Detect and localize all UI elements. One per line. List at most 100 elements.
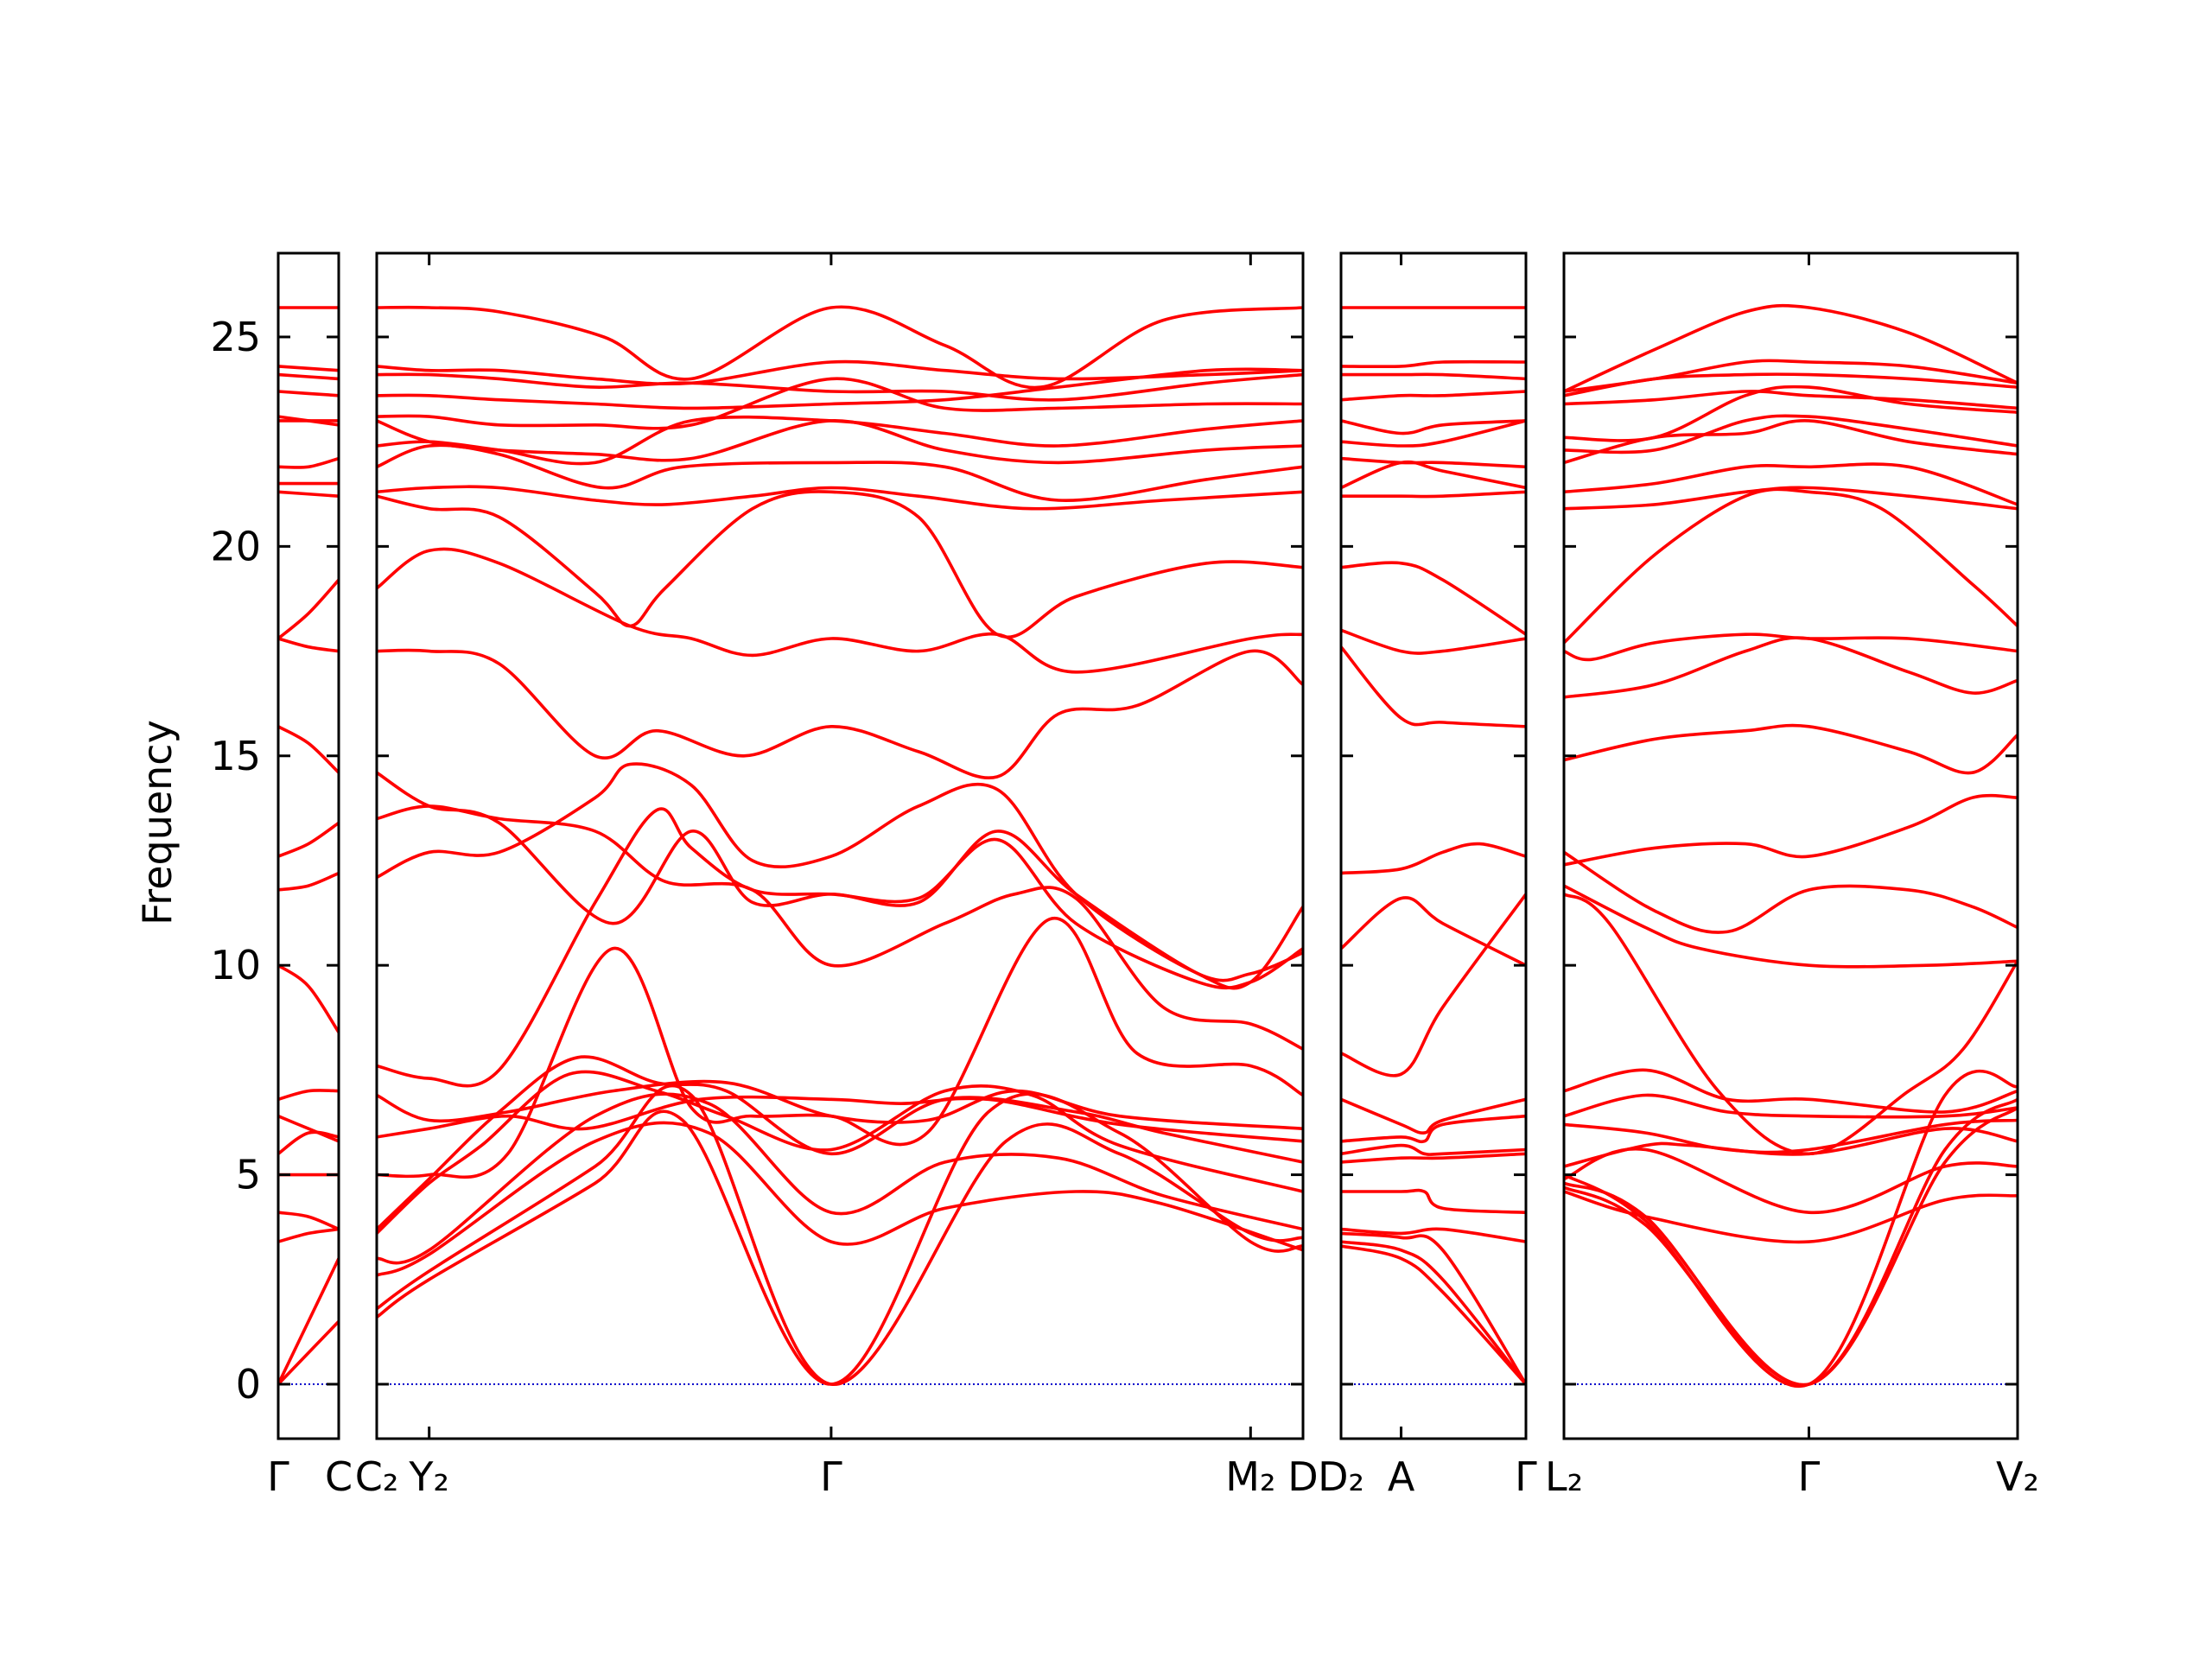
phonon-band-line	[1341, 842, 1526, 875]
panel-frame	[276, 251, 340, 1440]
phonon-band-line	[377, 807, 1303, 1088]
phonon-band-line	[278, 871, 339, 892]
phonon-band-line	[1564, 359, 2018, 393]
phonon-band-line	[1341, 372, 1526, 381]
phonon-band-line	[278, 1211, 339, 1231]
phonon-band-line	[1341, 419, 1526, 435]
phonon-band-line	[278, 578, 339, 640]
phonon-band-line	[377, 1095, 1303, 1143]
phonon-band-line	[1341, 1231, 1526, 1386]
high-symmetry-point-label: Y₂	[408, 1453, 449, 1500]
high-symmetry-point-label: Γ	[267, 1453, 289, 1500]
phonon-band-line	[1341, 1152, 1526, 1164]
phonon-band-line	[278, 637, 339, 653]
phonon-band-line	[278, 963, 339, 1034]
high-symmetry-point-label: C	[325, 1453, 353, 1500]
phonon-band-line	[1341, 1097, 1526, 1135]
phonon-band-line	[1341, 490, 1526, 499]
band-panel: C₂ Y₂ Γ M₂ D	[355, 251, 1319, 1500]
y-axis: 0 5 10 15 20 25	[210, 314, 261, 1408]
phonon-band-line	[1564, 462, 2018, 506]
phonon-band-line	[377, 1121, 1303, 1277]
phonon-band-line	[278, 1319, 339, 1386]
phonon-band-line	[1341, 390, 1526, 402]
phonon-band-line	[377, 804, 1303, 1051]
band-panels: Γ C C₂ Y₂ Γ M₂ D D₂ A Γ L₂ Γ V₂	[267, 251, 2039, 1500]
y-axis-label: Frequency	[134, 720, 181, 925]
phonon-band-line	[278, 456, 339, 469]
phonon-band-line	[1341, 1240, 1526, 1386]
phonon-band-line	[377, 485, 1303, 511]
phonon-band-line	[377, 1079, 1303, 1130]
phonon-band-line	[1341, 1188, 1526, 1214]
panel-frame	[1339, 251, 1528, 1440]
phonon-band-line	[1341, 419, 1526, 448]
phonon-band-line	[1564, 884, 2018, 969]
y-tick-label: 0	[236, 1361, 261, 1408]
phonon-band-line	[278, 490, 339, 498]
phonon-band-line	[1341, 645, 1526, 728]
phonon-band-line	[377, 916, 1303, 1179]
bands	[1341, 306, 1526, 1386]
high-symmetry-point-label: D	[1287, 1453, 1318, 1500]
bands	[278, 306, 339, 1386]
phonon-band-line	[377, 762, 1303, 982]
phonon-band-line	[278, 372, 339, 381]
phonon-band-line	[1564, 793, 2018, 867]
phonon-band-line	[377, 443, 1303, 503]
phonon-band-line	[1341, 359, 1526, 369]
phonon-band-line	[377, 490, 1303, 639]
phonon-band-line	[1564, 1093, 2018, 1119]
phonon-band-line	[377, 305, 1303, 390]
phonon-band-line	[1341, 1143, 1526, 1157]
phonon-band-line	[278, 1089, 339, 1102]
high-symmetry-point-label: C₂	[355, 1453, 399, 1500]
phonon-band-line	[377, 372, 1303, 402]
phonon-band-line	[1564, 850, 2018, 934]
phonon-band-line	[1341, 1114, 1526, 1144]
phonon-band-line	[278, 1256, 339, 1386]
phonon-band-line	[1341, 460, 1526, 490]
phonon-band-line	[1341, 628, 1526, 655]
phonon-band-line	[1564, 723, 2018, 775]
phonon-band-line	[278, 1114, 339, 1143]
y-tick-label: 25	[210, 314, 261, 360]
phonon-band-line	[1564, 486, 2018, 511]
phonon-band-line	[1564, 1118, 2018, 1154]
phonon-band-line	[278, 390, 339, 397]
phonon-band-line	[377, 415, 1303, 466]
phonon-band-line	[1564, 385, 2018, 442]
phonon-band-line	[1564, 1190, 2018, 1244]
panel-frame	[375, 251, 1305, 1440]
band-panel: D₂ A Γ	[1318, 251, 1537, 1500]
bands	[1564, 303, 2018, 1389]
phonon-band-line	[278, 415, 339, 427]
phonon-band-line	[1564, 1127, 2018, 1168]
phonon-band-line	[377, 359, 1303, 386]
phonon-band-line	[278, 365, 339, 372]
phonon-band-line	[1341, 456, 1526, 469]
band-panel: L₂ Γ V₂	[1545, 251, 2039, 1500]
phonon-band-line	[1564, 487, 2018, 645]
phonon-band-line	[278, 1130, 339, 1156]
phonon-band-line	[377, 1092, 1303, 1265]
phonon-band-line	[1341, 896, 1526, 967]
phonon-band-line	[1341, 561, 1526, 636]
phonon-band-line	[1341, 893, 1526, 1077]
high-symmetry-point-label: Γ	[1798, 1453, 1821, 1500]
phonon-band-line	[1564, 893, 2018, 1156]
phonon-band-line	[377, 1084, 1303, 1386]
high-symmetry-point-label: A	[1388, 1453, 1415, 1500]
phonon-band-line	[377, 547, 1303, 674]
high-symmetry-point-label: D₂	[1318, 1453, 1364, 1500]
phonon-band-line	[1564, 1070, 2018, 1389]
phonon-band-line	[377, 1055, 1303, 1231]
phonon-band-line	[278, 725, 339, 774]
bands	[377, 305, 1303, 1386]
y-tick-label: 5	[236, 1152, 261, 1198]
high-symmetry-point-label: Γ	[820, 1453, 842, 1500]
panel-frame	[1562, 251, 2019, 1440]
phonon-band-line	[278, 1227, 339, 1243]
phonon-band-line	[377, 1092, 1303, 1386]
phonon-band-line	[377, 377, 1303, 430]
